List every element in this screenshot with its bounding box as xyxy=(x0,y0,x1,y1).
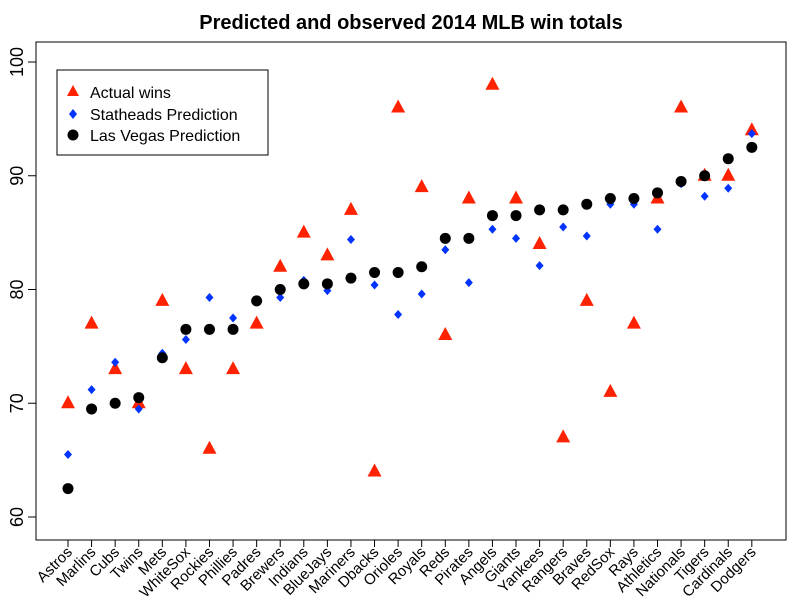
statheads-diamond-point-angels xyxy=(488,224,497,234)
actual-wins-triangle-point-braves xyxy=(579,292,594,306)
vegas-circle-point-marlins xyxy=(86,403,98,415)
y-tick-label: 100 xyxy=(7,47,27,77)
actual-wins-triangle-point-angels xyxy=(485,76,500,90)
vegas-circle-point-pirates xyxy=(463,232,475,244)
actual-wins-triangle-point-dodgers xyxy=(744,122,759,136)
statheads-diamond-point-reds xyxy=(441,245,450,255)
actual-wins-triangle-point-dbacks xyxy=(367,463,382,477)
vegas-circle-point-athletics xyxy=(652,187,663,199)
actual-wins-triangle-point-nationals xyxy=(674,99,689,113)
vegas-circle-point-mets xyxy=(156,352,168,364)
actual-wins-triangle-point-cardinals xyxy=(721,167,736,181)
actual-wins-triangle-point-mets xyxy=(155,292,170,306)
statheads-diamond-point-royals xyxy=(417,289,426,299)
statheads-diamond-point-tigers xyxy=(700,191,709,201)
statheads-diamond-point-cardinals xyxy=(724,183,733,193)
vegas-circle-point-bluejays xyxy=(321,278,333,290)
statheads-diamond-point-dbacks xyxy=(370,280,379,290)
statheads-diamond-point-mariners xyxy=(346,234,355,244)
actual-wins-triangle-point-indians xyxy=(296,224,311,238)
actual-wins-triangle-point-rockies xyxy=(202,440,217,454)
vegas-circle-point-dodgers xyxy=(746,141,758,153)
vegas-circle-point-phillies xyxy=(227,323,239,335)
statheads-diamond-point-rockies xyxy=(205,292,214,302)
vegas-circle-point-whitesox xyxy=(180,323,192,335)
statheads-diamond-point-braves xyxy=(582,231,591,241)
legend-marker-vegas xyxy=(67,129,79,141)
actual-wins-triangle-point-redsox xyxy=(603,383,618,397)
legend-box xyxy=(56,69,269,156)
vegas-circle-point-reds xyxy=(439,232,451,244)
vegas-circle-point-indians xyxy=(298,278,310,290)
x-axis: AstrosMarlinsCubsTwinsMetsWhiteSoxRockie… xyxy=(34,539,760,601)
statheads-diamond-point-twins xyxy=(134,404,143,414)
actual-wins-triangle-point-brewers xyxy=(273,258,288,272)
statheads-diamond-point-cubs xyxy=(111,357,120,367)
vegas-circle-point-orioles xyxy=(392,266,404,278)
statheads-diamond-point-astros xyxy=(64,449,72,459)
vegas-circle-point-astros xyxy=(62,483,74,495)
y-axis: 60 70 80 90 100 xyxy=(7,47,37,527)
legend: Actual wins Statheads Prediction Las Veg… xyxy=(56,69,269,156)
actual-wins-triangle-point-padres xyxy=(249,315,264,329)
actual-wins-triangle-point-royals xyxy=(414,179,429,193)
vegas-circle-point-tigers xyxy=(699,170,711,182)
statheads-diamond-point-brewers xyxy=(276,292,285,302)
vegas-circle-point-cubs xyxy=(109,397,121,409)
statheads-diamond-point-dodgers xyxy=(747,129,756,139)
vegas-circle-point-dbacks xyxy=(369,266,381,278)
statheads-diamond-point-yankees xyxy=(535,261,544,271)
vegas-circle-point-giants xyxy=(510,210,522,222)
statheads-diamond-point-phillies xyxy=(229,313,238,323)
legend-label-statheads: Statheads Prediction xyxy=(90,107,238,124)
actual-wins-triangle-point-astros xyxy=(61,395,75,409)
legend-label-vegas: Las Vegas Prediction xyxy=(90,128,240,145)
statheads-diamond-point-marlins xyxy=(87,385,96,395)
vegas-circle-point-mariners xyxy=(345,272,357,284)
vegas-circle-point-rays xyxy=(628,193,640,204)
chart-title: Predicted and observed 2014 MLB win tota… xyxy=(199,12,622,34)
actual-wins-triangle-point-phillies xyxy=(226,361,241,375)
y-tick-label: 60 xyxy=(7,507,27,527)
actual-wins-triangle-point-rangers xyxy=(556,429,571,443)
legend-marker-actual xyxy=(67,85,79,96)
vegas-circle-point-brewers xyxy=(274,284,286,295)
vegas-circle-point-royals xyxy=(416,261,428,273)
actual-wins-triangle-point-rays xyxy=(626,315,641,329)
actual-wins-triangle-point-mariners xyxy=(343,201,358,215)
actual-wins-triangle-point-bluejays xyxy=(320,247,335,261)
vegas-circle-point-rangers xyxy=(557,204,569,216)
legend-label-actual: Actual wins xyxy=(90,85,171,102)
actual-wins-triangle-point-cubs xyxy=(108,361,123,375)
actual-wins-triangle-point-giants xyxy=(509,190,524,204)
statheads-diamond-point-giants xyxy=(512,233,521,243)
statheads-diamond-point-orioles xyxy=(394,310,403,320)
actual-wins-triangle-point-orioles xyxy=(391,99,406,113)
statheads-diamond-point-whitesox xyxy=(181,335,190,345)
vegas-circle-point-braves xyxy=(581,198,593,210)
actual-wins-triangle-point-marlins xyxy=(84,315,99,329)
y-tick-label: 90 xyxy=(7,166,27,186)
vegas-circle-point-rockies xyxy=(203,323,215,335)
actual-wins-triangle-point-pirates xyxy=(461,190,476,204)
data-points xyxy=(61,76,759,495)
vegas-circle-point-yankees xyxy=(534,204,546,216)
statheads-diamond-point-rangers xyxy=(559,222,568,232)
actual-wins-triangle-point-whitesox xyxy=(178,361,193,375)
vegas-circle-point-redsox xyxy=(604,193,616,204)
vegas-circle-point-twins xyxy=(133,392,145,404)
statheads-diamond-point-athletics xyxy=(653,224,662,234)
statheads-diamond-point-pirates xyxy=(464,278,473,288)
actual-wins-triangle-point-yankees xyxy=(532,236,547,249)
vegas-circle-point-nationals xyxy=(675,175,687,187)
actual-wins-triangle-point-reds xyxy=(438,327,453,340)
y-tick-label: 70 xyxy=(7,393,27,413)
vegas-circle-point-cardinals xyxy=(722,153,734,165)
y-tick-label: 80 xyxy=(7,279,27,299)
vegas-circle-point-angels xyxy=(486,210,498,222)
legend-marker-statheads xyxy=(69,109,77,119)
vegas-circle-point-padres xyxy=(251,295,263,307)
